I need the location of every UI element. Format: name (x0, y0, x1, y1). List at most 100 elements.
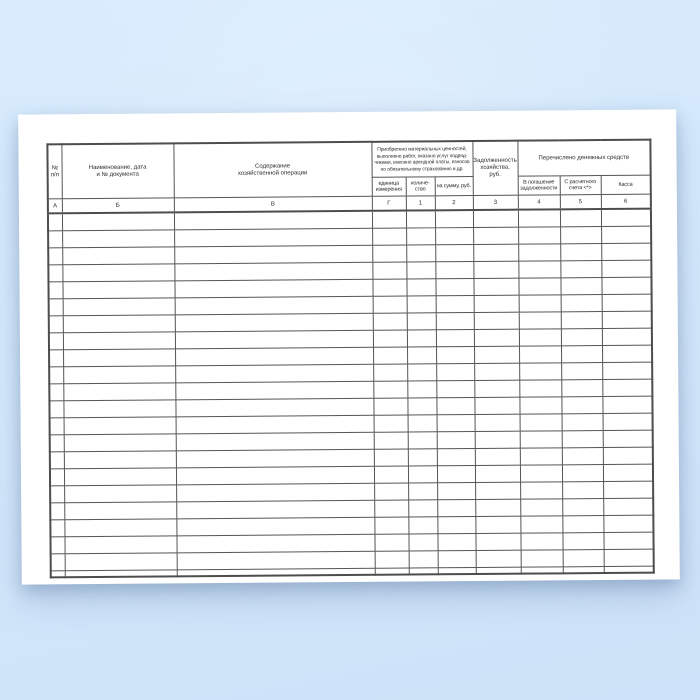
empty-cell (407, 414, 437, 433)
empty-cell (518, 277, 561, 296)
empty-cell (62, 246, 175, 265)
empty-cell (520, 532, 563, 551)
empty-cell (602, 464, 654, 482)
empty-cell (519, 413, 562, 432)
empty-cell (520, 566, 563, 574)
empty-cell (62, 297, 175, 316)
empty-cell (437, 516, 476, 534)
empty-cell (63, 433, 176, 452)
col-header-operation-content: Содержание хозяйственной операции (173, 141, 372, 198)
empty-cell (175, 398, 374, 417)
empty-cell (603, 515, 654, 533)
empty-cell (62, 331, 176, 350)
empty-cell (475, 550, 521, 568)
empty-cell (64, 484, 177, 503)
empty-cell (435, 278, 474, 296)
col-group-acquired-values: Приобретено материальных ценностей, выпо… (371, 141, 473, 178)
empty-cell (374, 534, 409, 552)
empty-cell (473, 244, 519, 262)
empty-cell (517, 209, 561, 228)
empty-cell (435, 227, 474, 245)
empty-cell (63, 348, 176, 367)
col-code: 6 (600, 194, 651, 210)
empty-cell (175, 364, 374, 383)
col-header-settlement-account: С расчетного счета <*> (559, 175, 601, 195)
empty-cell (174, 330, 374, 349)
empty-cell (49, 349, 64, 367)
empty-cell (406, 329, 437, 348)
table-header: № п/п Наименование, дата и № документа С… (47, 139, 651, 214)
empty-cell (602, 362, 653, 380)
col-code: А (47, 198, 62, 214)
empty-cell (49, 468, 65, 486)
empty-cell (174, 245, 373, 264)
empty-cell (602, 430, 653, 448)
empty-cell (372, 245, 407, 263)
empty-cell (520, 498, 563, 517)
empty-cell (49, 451, 64, 469)
empty-cell (48, 315, 63, 333)
empty-cell (175, 381, 374, 400)
empty-cell (50, 485, 65, 503)
empty-cell (601, 345, 653, 363)
empty-cell (474, 414, 520, 432)
empty-cell (560, 294, 602, 312)
empty-cell (603, 532, 654, 550)
empty-cell (174, 296, 373, 315)
empty-cell (560, 328, 602, 346)
empty-cell (406, 244, 436, 263)
empty-cell (49, 383, 64, 401)
col-code: 3 (472, 195, 518, 211)
empty-cell (64, 535, 177, 554)
empty-cell (601, 260, 652, 278)
empty-cell (407, 380, 437, 399)
col-header-unit: единица измерения (371, 177, 406, 197)
empty-cell (373, 381, 408, 399)
empty-cell (64, 518, 177, 537)
empty-cell (601, 226, 652, 244)
empty-cell (518, 328, 561, 347)
empty-cell (520, 481, 563, 500)
empty-cell (475, 499, 521, 517)
col-code: Б (61, 197, 174, 214)
empty-cell (176, 568, 375, 577)
empty-cell (372, 228, 407, 246)
empty-cell (602, 396, 653, 414)
col-code: 5 (559, 194, 601, 210)
empty-cell (435, 261, 474, 279)
empty-cell (601, 311, 652, 329)
empty-cell (473, 295, 519, 313)
empty-cell (63, 416, 176, 435)
empty-cell (64, 569, 177, 578)
empty-cell (519, 430, 562, 449)
empty-cell (519, 464, 563, 483)
col-code: Г (371, 196, 406, 211)
empty-cell (475, 533, 521, 551)
empty-cell (436, 448, 475, 466)
empty-cell (436, 431, 475, 449)
empty-cell (48, 247, 63, 265)
empty-cell (176, 500, 375, 519)
empty-cell (437, 533, 476, 551)
empty-cell (436, 397, 475, 415)
empty-cell (518, 226, 561, 245)
empty-cell (435, 295, 474, 313)
empty-cell (603, 549, 654, 567)
empty-cell (407, 448, 437, 467)
empty-cell (372, 262, 407, 280)
empty-cell (474, 431, 520, 449)
col-code: 4 (517, 194, 560, 210)
empty-cell (49, 417, 64, 435)
empty-cell (520, 515, 563, 534)
empty-cell (435, 244, 474, 262)
empty-cell (408, 550, 438, 569)
empty-cell (374, 517, 409, 535)
empty-cell (49, 434, 64, 452)
empty-cell (62, 229, 175, 248)
empty-cell (473, 312, 519, 330)
empty-cell (559, 209, 602, 227)
empty-cell (372, 296, 407, 314)
empty-cell (374, 568, 409, 575)
empty-cell (175, 432, 374, 451)
empty-cell (49, 366, 64, 384)
